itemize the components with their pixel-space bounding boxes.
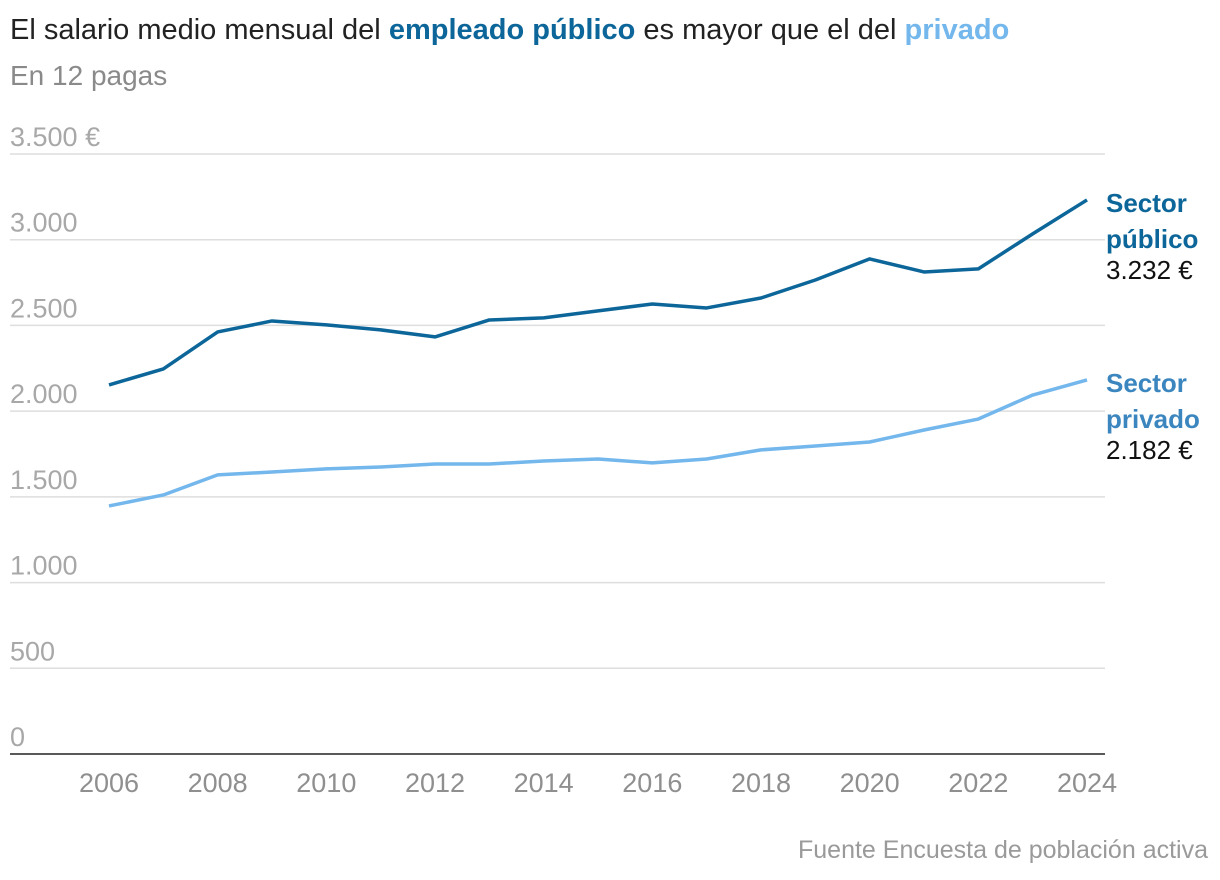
x-tick-label: 2010 xyxy=(296,768,356,798)
chart-subtitle: En 12 pagas xyxy=(10,60,168,91)
title-public-highlight: empleado público xyxy=(388,14,636,46)
y-tick-label: 1.000 xyxy=(10,551,78,581)
x-tick-label: 2014 xyxy=(514,768,574,798)
series-label: público xyxy=(1106,224,1198,254)
x-tick-label: 2024 xyxy=(1057,768,1117,798)
y-tick-label: 2.500 xyxy=(10,293,78,323)
x-tick-label: 2016 xyxy=(622,768,682,798)
x-tick-label: 2018 xyxy=(731,768,791,798)
x-tick-label: 2008 xyxy=(188,768,248,798)
end-value-label: 3.232 € xyxy=(1106,255,1193,285)
y-tick-label: 500 xyxy=(10,636,55,666)
end-value-label: 2.182 € xyxy=(1106,435,1193,465)
series-label: Sector xyxy=(1106,368,1187,398)
y-tick-label: 2.000 xyxy=(10,379,78,409)
source-note: Fuente Encuesta de población activa xyxy=(798,836,1208,864)
series-label: privado xyxy=(1106,404,1200,434)
y-tick-label: 3.000 xyxy=(10,208,78,238)
series-line-private xyxy=(108,378,1088,508)
series-label: Sector xyxy=(1106,188,1187,218)
x-tick-label: 2012 xyxy=(405,768,465,798)
title-private-highlight: privado xyxy=(904,14,1010,46)
series-line-public xyxy=(108,198,1088,387)
y-tick-label: 3.500 € xyxy=(10,122,100,152)
x-tick-label: 2020 xyxy=(840,768,900,798)
x-tick-label: 2022 xyxy=(948,768,1008,798)
y-tick-label: 0 xyxy=(10,722,25,752)
x-tick-label: 2006 xyxy=(79,768,139,798)
y-tick-label: 1.500 xyxy=(10,465,78,495)
chart-title: El salario medio mensual del empleado pú… xyxy=(10,14,1010,46)
